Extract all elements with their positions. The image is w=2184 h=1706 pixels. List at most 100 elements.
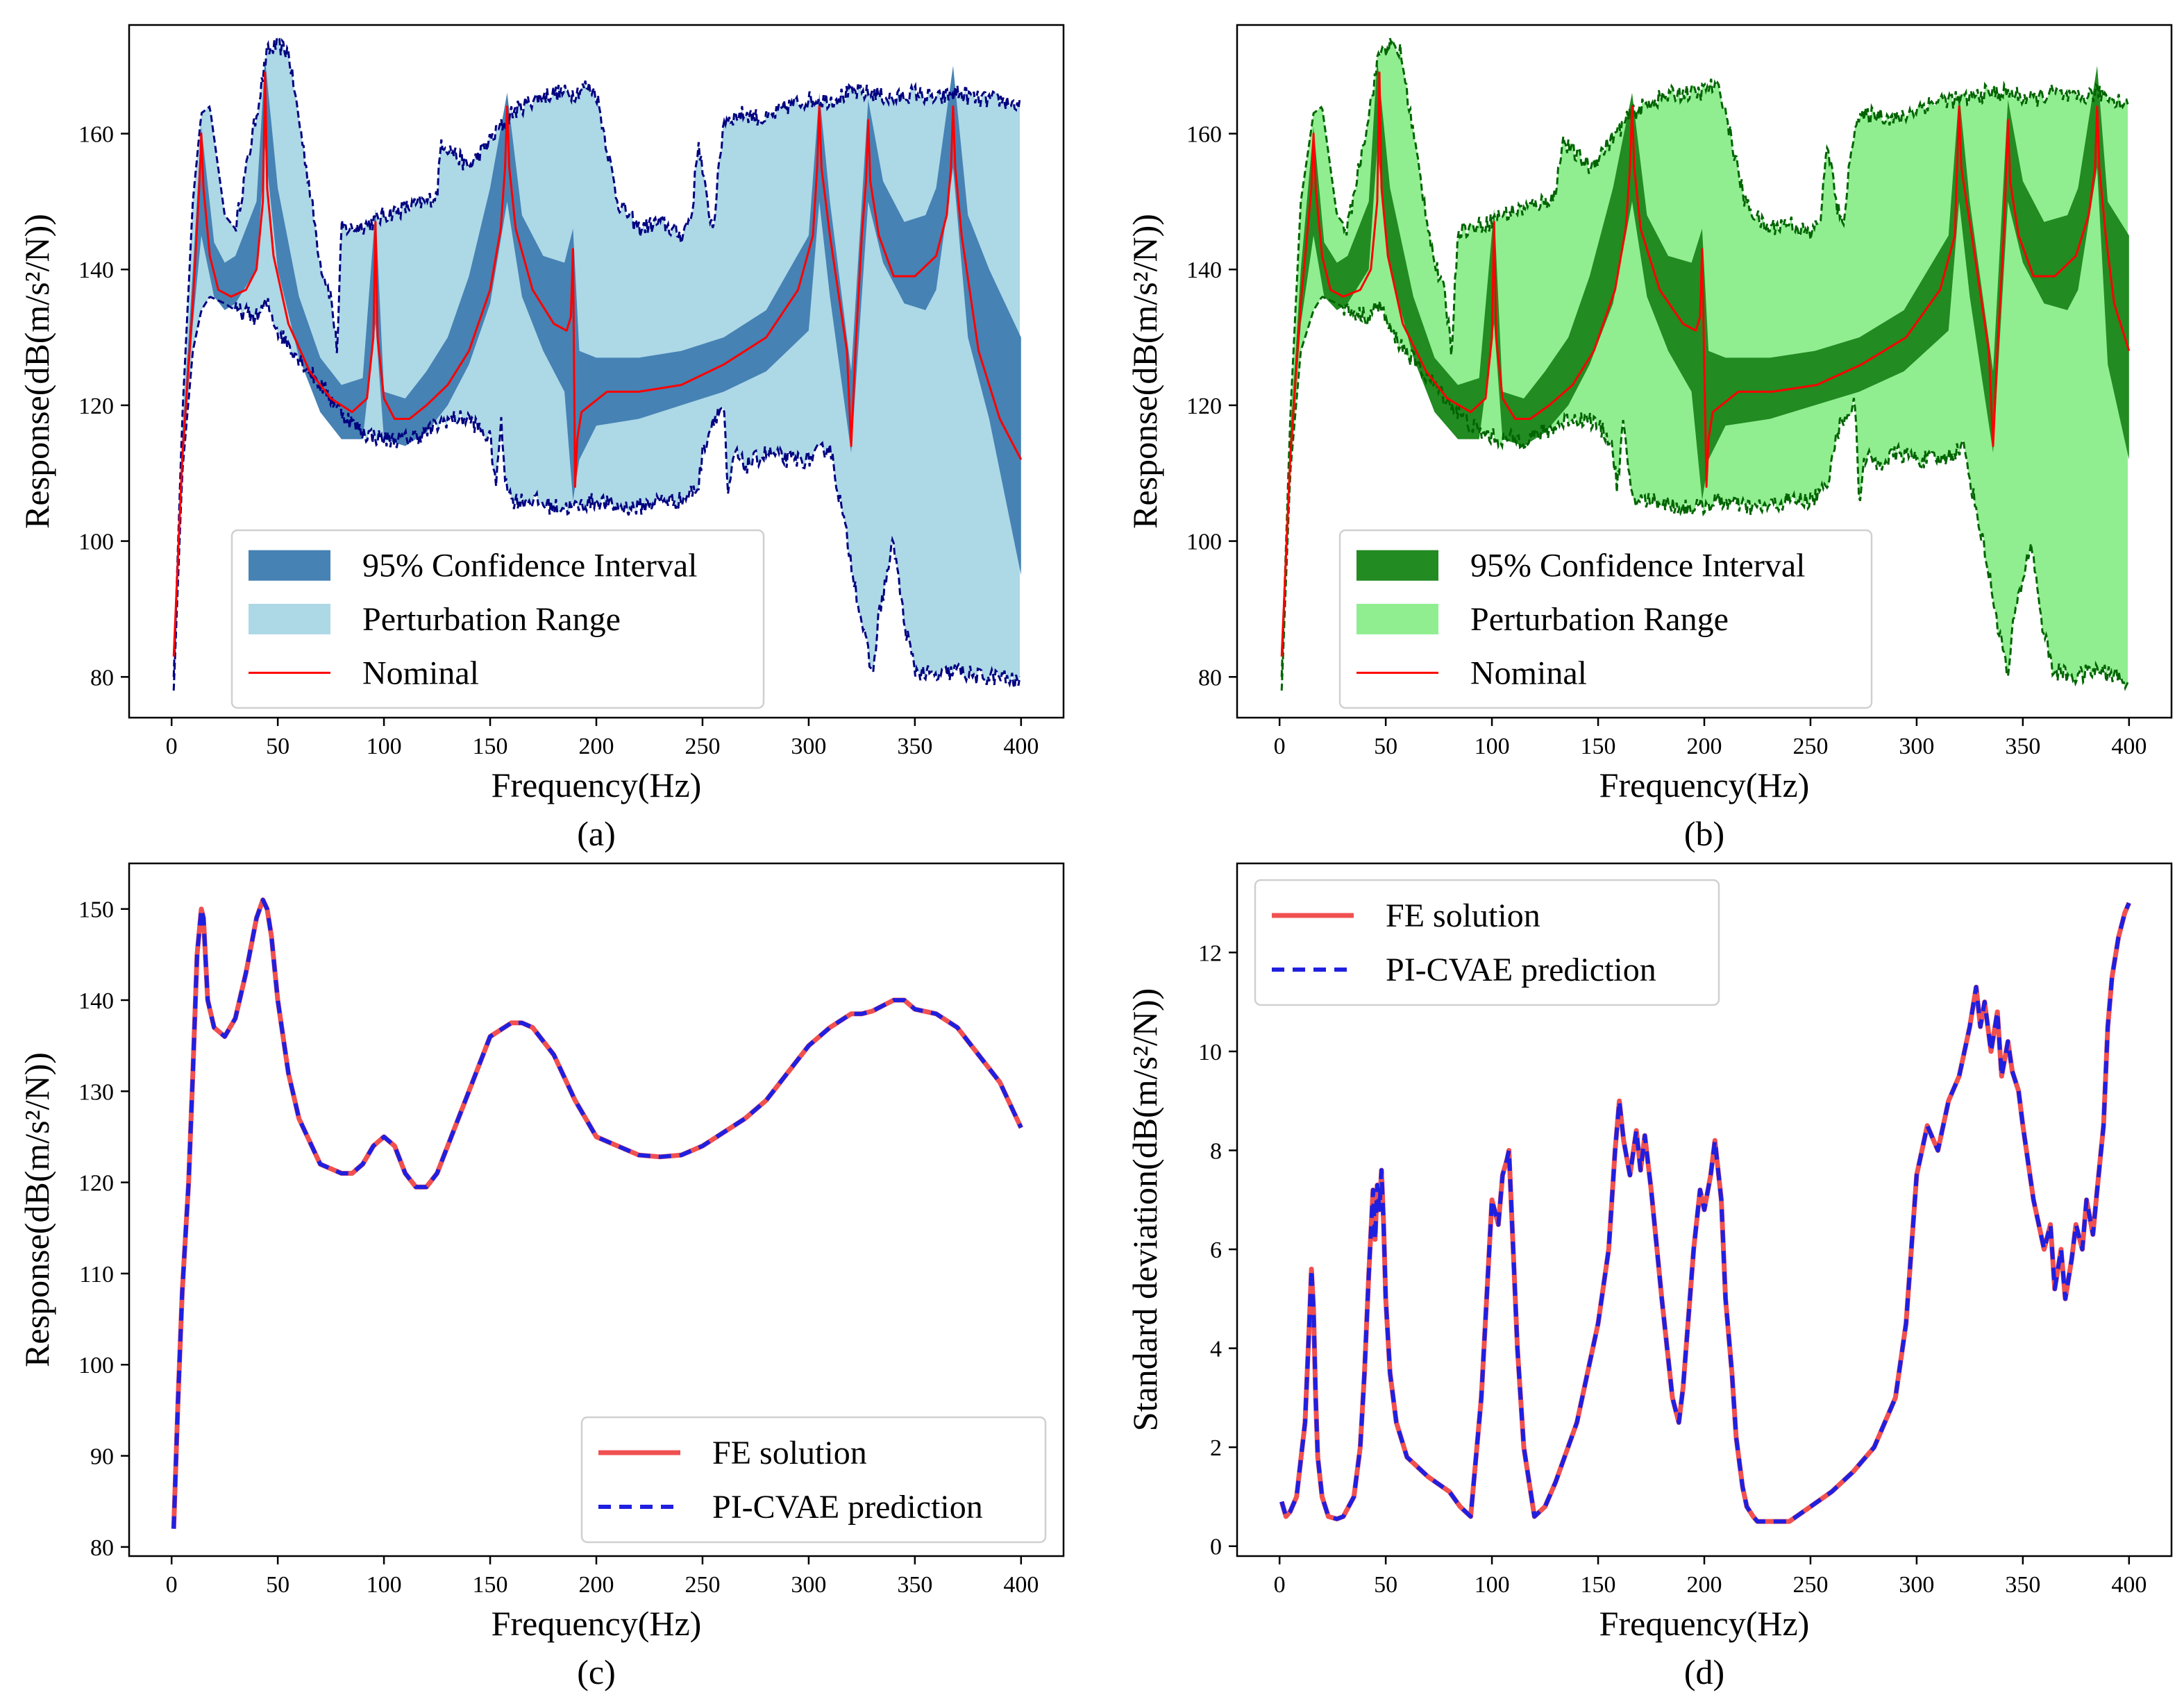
plot-area: [172, 36, 1023, 691]
x-tick-label: 200: [579, 734, 614, 759]
legend-label: FE solution: [712, 1435, 867, 1471]
confidence-interval-band: [174, 58, 1021, 664]
legend-swatch: [249, 604, 330, 634]
x-tick-label: 200: [1687, 1572, 1722, 1598]
confidence-interval-band: [1282, 58, 2129, 664]
y-tick-label: 100: [78, 1353, 114, 1378]
x-tick-label: 100: [367, 1572, 402, 1598]
y-axis-label: Response(dB(m/s²/N)): [1125, 214, 1164, 529]
y-tick-label: 110: [79, 1262, 114, 1287]
plot-area: [171, 897, 1023, 1529]
x-tick-label: 300: [1899, 734, 1934, 759]
legend: 95% Confidence Interval Perturbation Rang…: [1338, 529, 1873, 709]
legend-label: Perturbation Range: [362, 601, 621, 638]
y-tick-label: 120: [78, 394, 114, 419]
x-tick-label: 50: [1374, 1572, 1397, 1598]
x-tick-label: 400: [2111, 734, 2147, 759]
x-tick-label: 250: [1792, 1572, 1828, 1598]
y-tick-label: 100: [1186, 530, 1222, 555]
x-tick-label: 400: [1003, 1572, 1039, 1598]
x-tick-label: 150: [473, 734, 508, 759]
x-tick-label: 50: [266, 1572, 289, 1598]
legend-label: Nominal: [362, 654, 479, 691]
x-tick-label: 50: [1374, 734, 1397, 759]
legend-label: PI-CVAE prediction: [1386, 952, 1656, 988]
pi-cvae-prediction-line: [1279, 902, 2131, 1524]
x-tick-label: 300: [1899, 1572, 1934, 1598]
plot-area: [1279, 902, 2132, 1524]
panel-label: (d): [1684, 1653, 1724, 1691]
x-tick-label: 0: [1274, 734, 1286, 759]
y-tick-label: 120: [78, 1171, 114, 1197]
y-tick-label: 140: [78, 257, 114, 283]
x-tick-label: 200: [579, 1572, 614, 1598]
panel-label: (c): [577, 1653, 616, 1691]
x-tick-label: 400: [2111, 1572, 2147, 1598]
perturbation-lower-edge: [1280, 295, 2129, 691]
x-tick-label: 0: [166, 734, 178, 759]
y-tick-label: 4: [1210, 1337, 1222, 1362]
plot-area: [1280, 37, 2131, 691]
x-tick-label: 250: [1792, 734, 1828, 759]
x-tick-label: 350: [897, 734, 932, 759]
y-tick-label: 140: [78, 988, 114, 1014]
x-axis-label: Frequency(Hz): [492, 1604, 702, 1643]
legend-label: Perturbation Range: [1470, 601, 1729, 638]
x-axis-label: Frequency(Hz): [1599, 766, 1810, 804]
y-axis-label: Standard deviation(dB(m/s²/N)): [1125, 988, 1164, 1431]
x-tick-label: 0: [1274, 1572, 1286, 1598]
nominal-line: [172, 71, 1023, 657]
y-tick-label: 160: [1186, 122, 1222, 148]
perturbation-upper-edge: [1280, 37, 2129, 677]
x-tick-label: 350: [2005, 734, 2040, 759]
chart-panel-3: 0 50 100 150 200 250 300 350 400 80 90 100 110 120 130…: [17, 862, 1065, 1691]
y-axis-label: Response(dB(m/s²/N)): [17, 1052, 56, 1367]
legend-swatch: [1356, 604, 1438, 634]
legend: FE solution PI-CVAE prediction: [1254, 879, 1720, 1006]
y-tick-label: 150: [78, 897, 114, 923]
x-tick-label: 50: [266, 734, 289, 759]
y-tick-label: 160: [78, 122, 114, 148]
legend-label: PI-CVAE prediction: [712, 1489, 983, 1526]
y-tick-label: 80: [1198, 665, 1222, 691]
y-tick-label: 8: [1210, 1138, 1222, 1164]
x-tick-label: 250: [684, 734, 720, 759]
x-tick-label: 350: [2005, 1572, 2040, 1598]
x-axis-label: Frequency(Hz): [1599, 1604, 1810, 1643]
perturbation-upper-edge: [172, 36, 1021, 677]
y-tick-label: 120: [1186, 394, 1222, 419]
legend-label: Nominal: [1470, 654, 1587, 691]
pi-cvae-prediction-line: [171, 897, 1023, 1529]
x-tick-label: 350: [897, 1572, 932, 1598]
x-tick-label: 300: [791, 734, 826, 759]
x-tick-label: 0: [166, 1572, 178, 1598]
x-axis-label: Frequency(Hz): [492, 766, 702, 804]
y-tick-label: 100: [78, 530, 114, 555]
x-tick-label: 100: [1475, 734, 1510, 759]
chart-panel-1: 0 50 100 150 200 250 300 350 400 80 100 120 140 160 Fr…: [17, 24, 1065, 853]
y-tick-label: 80: [90, 1535, 114, 1561]
y-tick-label: 6: [1210, 1238, 1222, 1263]
legend-box: [1254, 879, 1720, 1006]
y-tick-label: 80: [90, 665, 114, 691]
legend-box: [1338, 529, 1873, 709]
y-tick-label: 140: [1186, 257, 1222, 283]
x-tick-label: 200: [1687, 734, 1722, 759]
legend-box: [230, 529, 765, 709]
y-tick-label: 90: [90, 1444, 114, 1470]
x-tick-label: 100: [1475, 1572, 1510, 1598]
legend-swatch: [249, 550, 330, 581]
x-tick-label: 150: [1581, 734, 1616, 759]
x-tick-label: 400: [1003, 734, 1039, 759]
legend-box: [580, 1416, 1047, 1544]
y-tick-label: 10: [1198, 1040, 1222, 1065]
legend: FE solution PI-CVAE prediction: [580, 1416, 1047, 1544]
panel-label: (a): [577, 814, 616, 853]
x-tick-label: 150: [1581, 1572, 1616, 1598]
legend-label: 95% Confidence Interval: [362, 548, 697, 584]
chart-panel-4: 0 50 100 150 200 250 300 350 400 0 2 4 6 8 10 12 Frequen…: [1125, 862, 2173, 1691]
y-tick-label: 130: [78, 1079, 114, 1105]
x-tick-label: 100: [367, 734, 402, 759]
legend-label: FE solution: [1386, 897, 1540, 934]
